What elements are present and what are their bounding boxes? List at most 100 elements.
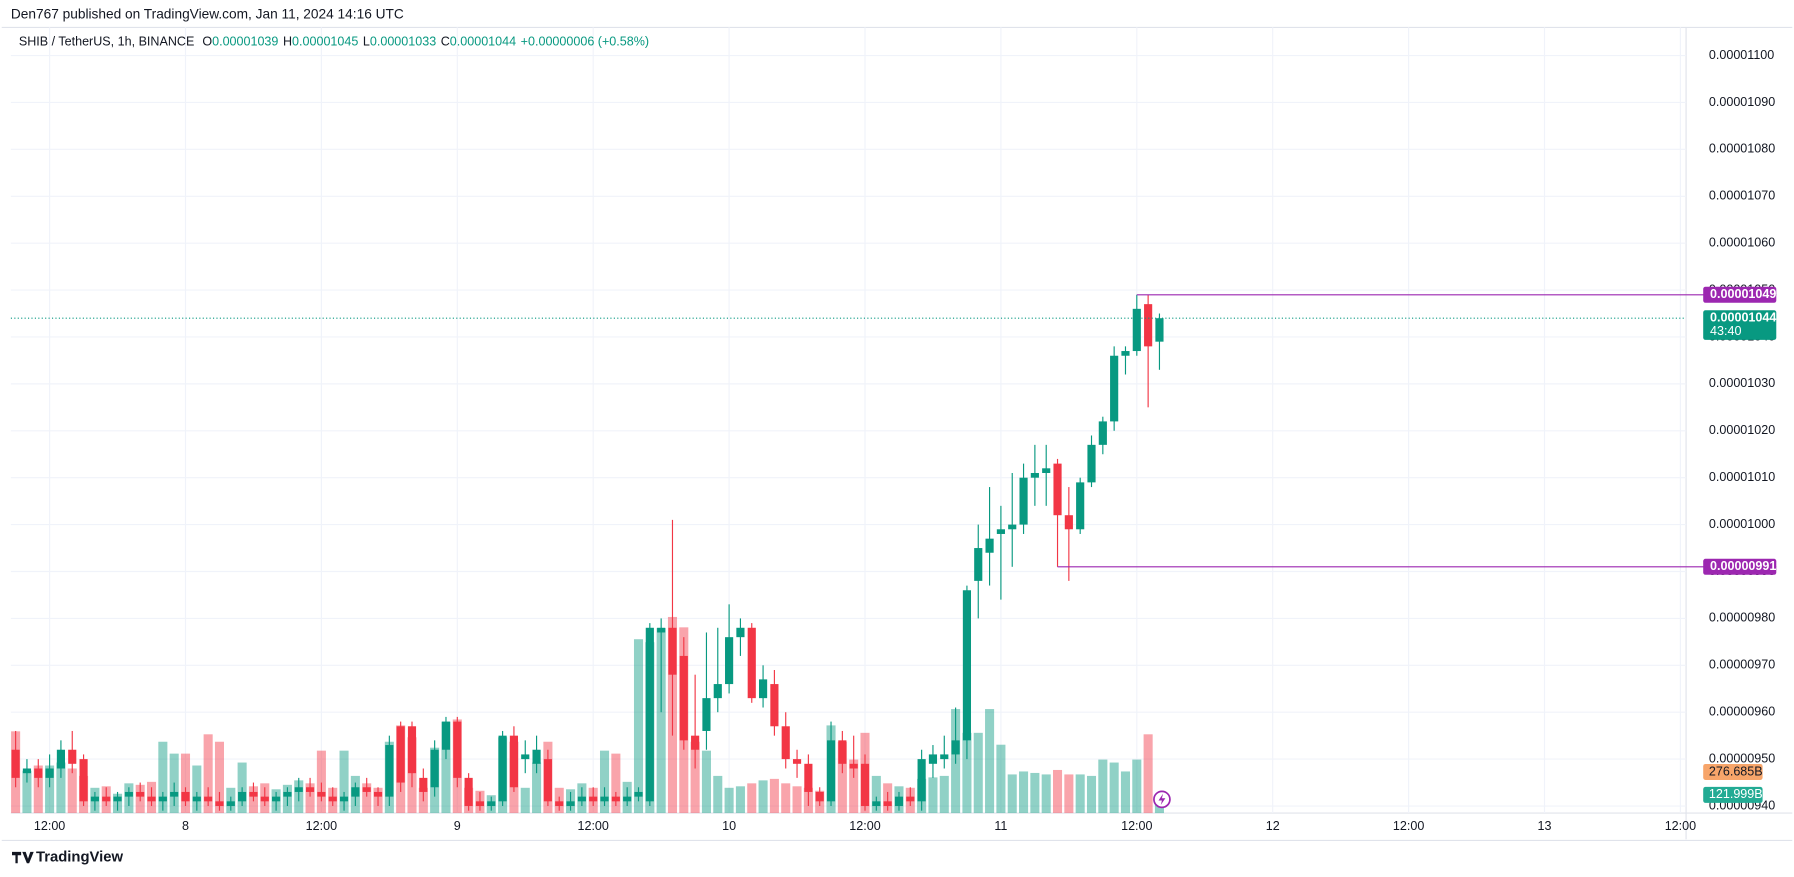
symbol: SHIB / TetherUS, 1h, BINANCE [19, 35, 194, 49]
candle-body [56, 749, 65, 769]
candle-body [328, 796, 337, 802]
legend-key: C [441, 35, 450, 49]
volume-bar [758, 780, 768, 814]
volume-bar [180, 753, 191, 814]
candle-body [577, 796, 586, 802]
x-tick-label: 12 [1266, 819, 1280, 833]
candle-body [883, 801, 892, 807]
candle-body [770, 684, 779, 727]
x-tick-label: 12:00 [1121, 819, 1152, 833]
candle-body [679, 655, 688, 741]
volume-bar [1109, 762, 1119, 814]
volume-bar [735, 786, 745, 814]
level-tag [1703, 558, 1777, 575]
candle-body [1030, 472, 1039, 478]
volume-bar [1075, 774, 1085, 814]
candle-body [90, 796, 99, 802]
y-tick-label: 0.00001060 [1709, 235, 1775, 249]
y-tick-label: 0.00001100 [1709, 48, 1774, 62]
x-tick-label: 10 [722, 819, 736, 833]
candle-body [272, 796, 281, 802]
candle-body [1076, 482, 1085, 530]
candle-body [373, 791, 383, 797]
candle-body [1121, 351, 1130, 356]
candle-body [79, 759, 88, 802]
candle-body [1110, 355, 1119, 422]
candle-body [22, 768, 32, 774]
legend-value: 0.00001033 [370, 35, 436, 49]
candle-body [691, 735, 700, 750]
volume-bar [985, 709, 995, 814]
candle-body [249, 791, 258, 797]
candle-body [204, 796, 213, 802]
candle-body [351, 787, 360, 797]
volume-bar [192, 765, 202, 814]
volume-bar [362, 783, 372, 814]
candle-body [238, 791, 247, 802]
candle-body [860, 763, 870, 807]
volume-bar [769, 778, 779, 814]
volume-bar [792, 786, 802, 814]
volume-bar [45, 765, 55, 814]
candle-body [974, 548, 983, 581]
candle-body [872, 801, 881, 807]
x-tick-label: 12:00 [849, 819, 880, 833]
volume-bar [1030, 772, 1040, 814]
x-tick-label: 12:00 [577, 819, 608, 833]
volume-bar [1143, 734, 1153, 814]
x-tick-label: 11 [994, 819, 1007, 833]
x-tick-label: 12:00 [1393, 819, 1424, 833]
y-tick-label: 0.00001010 [1709, 470, 1775, 484]
candle-body [147, 796, 156, 802]
candle-body [589, 796, 598, 802]
level-tag [1703, 286, 1777, 303]
y-tick-label: 0.00001000 [1709, 517, 1775, 531]
candle-body [838, 740, 847, 764]
candle-body [317, 791, 326, 797]
y-tick-label: 0.00001090 [1709, 95, 1775, 109]
candle-body [747, 627, 756, 699]
candle-body [441, 721, 451, 750]
volume-bar [22, 770, 32, 814]
candle-body [260, 796, 269, 802]
candle-body [611, 796, 620, 802]
candle-body [634, 791, 643, 797]
candle-body [532, 749, 541, 764]
candle-body [339, 796, 349, 802]
y-tick-label: 0.00000950 [1709, 751, 1775, 765]
candle-body [555, 801, 564, 807]
candle-body [815, 791, 824, 802]
candle-body [940, 754, 949, 760]
x-tick-label: 12:00 [1665, 819, 1696, 833]
candle-body [283, 791, 292, 797]
volume-bar [690, 741, 700, 814]
candle-body [792, 759, 802, 764]
volume-bar [1064, 774, 1074, 814]
volume-bar [928, 777, 938, 814]
candle-body [996, 529, 1005, 534]
candle-body [713, 684, 722, 699]
volume-bar [837, 741, 847, 814]
candle-body [600, 796, 609, 802]
x-tick-label: 9 [454, 819, 461, 833]
candle-body [487, 801, 496, 807]
volume-bar [849, 759, 859, 814]
level-tag-label: 0.00001049 [1710, 287, 1776, 301]
y-tick-label: 0.00000960 [1709, 705, 1775, 719]
footer: TradingView [36, 850, 124, 866]
candle-body [68, 749, 77, 764]
candle-body [1008, 524, 1017, 530]
volume-bar [747, 783, 757, 814]
volume-bar [701, 750, 711, 814]
y-tick-label: 0.00001080 [1709, 142, 1775, 156]
volume-bar [56, 762, 66, 814]
volume-bar [996, 744, 1006, 814]
candle-body [1019, 477, 1028, 525]
tv-logo [12, 851, 34, 864]
legend-key: O [202, 35, 212, 49]
candle-body [294, 787, 303, 792]
volume-bar [339, 750, 349, 814]
header: Den767 published on TradingView.com, Jan… [11, 6, 404, 21]
candle-body [521, 754, 530, 760]
